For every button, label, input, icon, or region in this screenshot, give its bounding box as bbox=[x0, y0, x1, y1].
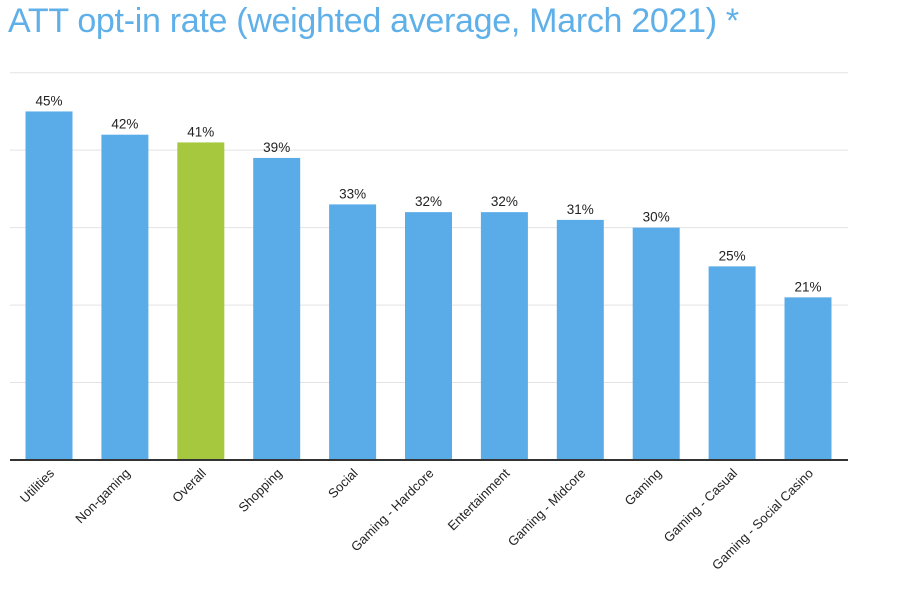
bar-shopping bbox=[253, 157, 301, 460]
value-label: 33% bbox=[339, 186, 366, 201]
x-tick-labels: Utilities Non-gaming Overall Shopping Social… bbox=[17, 465, 816, 573]
value-label: 30% bbox=[643, 210, 670, 225]
x-tick-label: Gaming - Casual bbox=[661, 465, 741, 545]
value-label: 45% bbox=[35, 93, 62, 108]
bar-gaming-hardcore bbox=[405, 212, 452, 460]
bars bbox=[25, 111, 832, 461]
x-tick-label: Utilities bbox=[17, 465, 58, 506]
bar-gaming-casual bbox=[708, 266, 756, 460]
x-tick-label: Shopping bbox=[235, 466, 284, 515]
bar-overall bbox=[177, 142, 225, 460]
value-label: 25% bbox=[719, 248, 746, 263]
bar-non-gaming bbox=[101, 134, 149, 460]
chart-title: ATT opt-in rate (weighted average, March… bbox=[8, 2, 739, 40]
x-tick-label: Gaming - Midcore bbox=[505, 466, 589, 550]
value-labels: 45% 42% 41% 39% 33% 32% 32% 31% 30% 25% 21% bbox=[35, 93, 821, 294]
x-tick-label: Gaming - Hardcore bbox=[348, 466, 437, 555]
bar-gaming-social-casino bbox=[784, 297, 832, 460]
x-tick-label: Entertainment bbox=[445, 465, 513, 533]
value-label: 32% bbox=[491, 194, 518, 209]
x-tick-label: Overall bbox=[169, 465, 209, 505]
bar-utilities bbox=[25, 111, 73, 461]
value-label: 31% bbox=[567, 202, 594, 217]
value-label: 42% bbox=[111, 117, 138, 132]
bar-gaming bbox=[632, 227, 680, 460]
bar-entertainment bbox=[480, 212, 528, 460]
value-label: 32% bbox=[415, 194, 442, 209]
value-label: 21% bbox=[794, 279, 821, 294]
value-label: 39% bbox=[263, 140, 290, 155]
x-tick-label: Social bbox=[325, 465, 361, 501]
x-tick-label: Gaming bbox=[622, 466, 665, 509]
value-label: 41% bbox=[187, 124, 214, 139]
bar-social bbox=[329, 204, 377, 460]
x-tick-label: Non-gaming bbox=[72, 466, 133, 527]
bar-gaming-midcore bbox=[556, 219, 604, 460]
